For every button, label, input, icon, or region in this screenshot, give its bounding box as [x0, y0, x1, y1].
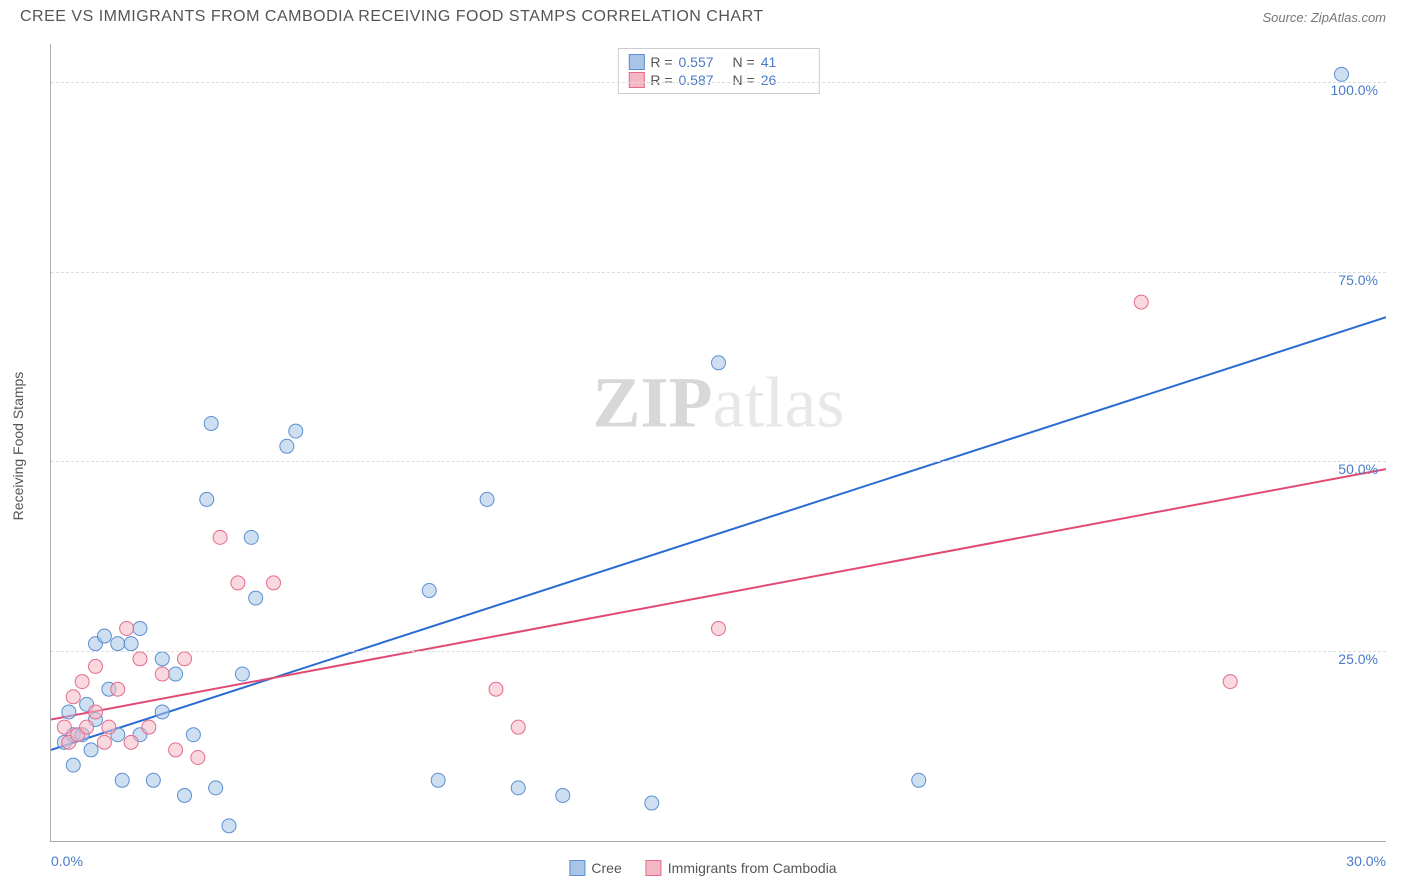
- data-point: [645, 796, 659, 810]
- data-point: [84, 743, 98, 757]
- data-point: [231, 576, 245, 590]
- gridline: [51, 82, 1386, 83]
- data-point: [178, 652, 192, 666]
- data-point: [480, 492, 494, 506]
- data-point: [912, 773, 926, 787]
- n-value: 41: [761, 54, 809, 70]
- data-point: [1134, 295, 1148, 309]
- data-point: [186, 728, 200, 742]
- stat-legend: R = 0.557 N = 41 R = 0.587 N = 26: [617, 48, 819, 94]
- r-label: R =: [650, 54, 672, 70]
- data-point: [489, 682, 503, 696]
- data-point: [66, 758, 80, 772]
- chart-title: CREE VS IMMIGRANTS FROM CAMBODIA RECEIVI…: [20, 8, 764, 26]
- y-tick-label: 75.0%: [1338, 272, 1378, 288]
- data-point: [191, 751, 205, 765]
- data-point: [124, 637, 138, 651]
- chart-area: ZIPatlas R =0.557N =41R =0.587N =26 25.0…: [50, 44, 1386, 842]
- x-tick-label: 0.0%: [51, 853, 83, 869]
- data-point: [511, 781, 525, 795]
- data-point: [556, 788, 570, 802]
- data-point: [111, 682, 125, 696]
- r-label: R =: [650, 72, 672, 88]
- r-value: 0.587: [679, 72, 727, 88]
- data-point: [124, 735, 138, 749]
- data-point: [289, 424, 303, 438]
- stat-legend-row: R = 0.557 N = 41: [628, 53, 808, 71]
- data-point: [62, 705, 76, 719]
- data-point: [111, 637, 125, 651]
- data-point: [222, 819, 236, 833]
- data-point: [133, 652, 147, 666]
- legend-swatch: [569, 860, 585, 876]
- legend-item: Immigrants from Cambodia: [646, 860, 837, 876]
- data-point: [235, 667, 249, 681]
- data-point: [1223, 675, 1237, 689]
- n-label: N =: [733, 54, 755, 70]
- gridline: [51, 461, 1386, 462]
- scatter-plot: [51, 44, 1386, 841]
- y-axis-label: Receiving Food Stamps: [10, 372, 26, 521]
- data-point: [142, 720, 156, 734]
- data-point: [178, 788, 192, 802]
- stat-legend-row: R = 0.587 N = 26: [628, 71, 808, 89]
- data-point: [102, 720, 116, 734]
- legend-swatch: [628, 54, 644, 70]
- y-tick-label: 25.0%: [1338, 651, 1378, 667]
- bottom-legend: Cree Immigrants from Cambodia: [569, 860, 836, 876]
- data-point: [249, 591, 263, 605]
- data-point: [146, 773, 160, 787]
- data-point: [75, 675, 89, 689]
- data-point: [155, 705, 169, 719]
- legend-swatch: [628, 72, 644, 88]
- data-point: [169, 667, 183, 681]
- data-point: [422, 584, 436, 598]
- data-point: [66, 690, 80, 704]
- data-point: [200, 492, 214, 506]
- n-value: 26: [761, 72, 809, 88]
- data-point: [213, 530, 227, 544]
- data-point: [511, 720, 525, 734]
- data-point: [712, 621, 726, 635]
- data-point: [204, 417, 218, 431]
- x-tick-label: 30.0%: [1346, 853, 1386, 869]
- data-point: [133, 621, 147, 635]
- data-point: [209, 781, 223, 795]
- data-point: [169, 743, 183, 757]
- data-point: [97, 735, 111, 749]
- data-point: [120, 621, 134, 635]
- y-tick-label: 100.0%: [1331, 82, 1378, 98]
- data-point: [155, 667, 169, 681]
- data-point: [431, 773, 445, 787]
- legend-label: Cree: [591, 860, 621, 876]
- gridline: [51, 272, 1386, 273]
- data-point: [80, 720, 94, 734]
- legend-item: Cree: [569, 860, 621, 876]
- data-point: [155, 652, 169, 666]
- y-tick-label: 50.0%: [1338, 461, 1378, 477]
- data-point: [712, 356, 726, 370]
- gridline: [51, 651, 1386, 652]
- data-point: [244, 530, 258, 544]
- data-point: [89, 659, 103, 673]
- data-point: [1335, 67, 1349, 81]
- source-label: Source: ZipAtlas.com: [1262, 10, 1386, 25]
- r-value: 0.557: [679, 54, 727, 70]
- data-point: [89, 705, 103, 719]
- data-point: [280, 439, 294, 453]
- data-point: [97, 629, 111, 643]
- n-label: N =: [733, 72, 755, 88]
- legend-swatch: [646, 860, 662, 876]
- legend-label: Immigrants from Cambodia: [668, 860, 837, 876]
- data-point: [57, 720, 71, 734]
- data-point: [267, 576, 281, 590]
- data-point: [115, 773, 129, 787]
